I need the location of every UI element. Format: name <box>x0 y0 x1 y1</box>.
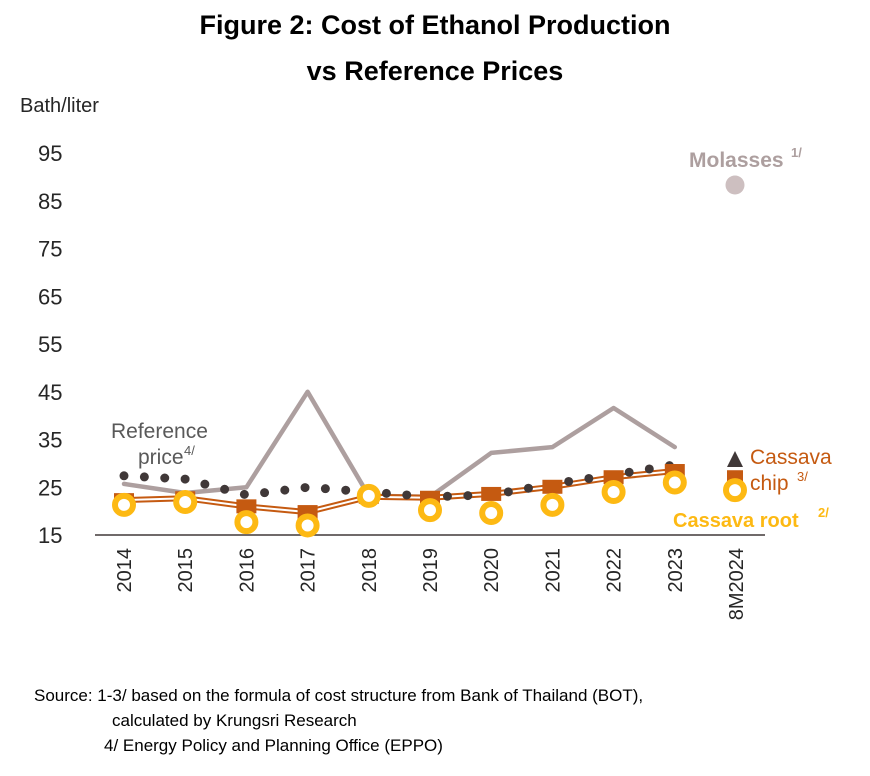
cassava-chip-footnote: 3/ <box>797 469 808 484</box>
chart-plot: 15 25 35 45 55 65 75 85 95 2014 2015 2016 2017 2018 20… <box>38 141 832 620</box>
reference-price-footnote: 4/ <box>184 443 195 458</box>
cassava-root-8m2024-marker <box>723 478 747 503</box>
y-tick-label: 45 <box>38 380 62 405</box>
reference-price-label-line1: Reference <box>111 420 208 443</box>
x-tick-label: 2014 <box>114 548 136 593</box>
cassava-chip-marker <box>236 499 257 514</box>
cassava-chip-line-core <box>123 470 675 514</box>
cassava-root-marker <box>356 483 381 508</box>
x-tick-label: 2020 <box>481 548 503 593</box>
cassava-chip-label-line1: Cassava <box>750 446 832 469</box>
y-tick-label: 65 <box>38 284 62 309</box>
molasses-label: Molasses <box>689 149 784 172</box>
x-tick-label: 2022 <box>604 548 626 593</box>
cassava-chip-marker <box>542 479 563 494</box>
cassava-root-marker <box>418 498 442 523</box>
cassava-chip-label-line2: chip <box>750 472 789 495</box>
y-tick-label: 35 <box>38 428 62 453</box>
molasses-8m2024-marker <box>725 175 745 195</box>
y-tick-label: 95 <box>38 141 62 166</box>
x-tick-label: 2019 <box>420 548 442 593</box>
cassava-root-marker <box>601 480 626 505</box>
chart-title-line2: vs Reference Prices <box>306 56 564 86</box>
x-tick-label: 2016 <box>236 548 258 593</box>
chart-title-line1: Figure 2: Cost of Ethanol Production <box>199 10 671 40</box>
x-tick-label: 2021 <box>542 548 564 593</box>
cassava-root-footnote: 2/ <box>818 505 829 520</box>
y-tick-label: 15 <box>38 523 62 548</box>
y-axis-unit-label: Bath/liter <box>20 95 99 117</box>
y-tick-label: 75 <box>38 237 62 262</box>
x-tick-label: 2023 <box>665 548 687 593</box>
reference-8m2024-marker <box>727 451 743 468</box>
cassava-root-marker <box>662 470 687 495</box>
x-tick-label: 2015 <box>175 548 197 593</box>
cassava-root-marker <box>173 490 198 515</box>
reference-price-label-line2: price <box>138 446 184 469</box>
y-tick-label: 85 <box>38 189 62 214</box>
cassava-root-marker <box>540 492 565 517</box>
x-tick-label: 8M2024 <box>726 548 748 620</box>
cassava-root-marker <box>479 501 504 526</box>
x-tick-label: 2018 <box>359 548 381 593</box>
cassava-chip-marker <box>603 470 624 485</box>
cassava-root-marker <box>234 510 259 535</box>
y-tick-label: 55 <box>38 332 62 357</box>
x-tick-label: 2017 <box>298 548 320 593</box>
cassava-root-marker <box>112 492 136 517</box>
cassava-root-marker <box>295 513 320 538</box>
cassava-chip-marker <box>481 486 502 501</box>
cassava-root-label: Cassava root <box>673 510 799 532</box>
source-line2: calculated by Krungsri Research <box>112 711 357 730</box>
molasses-footnote: 1/ <box>791 145 802 160</box>
source-line1: Source: 1-3/ based on the formula of cos… <box>34 686 644 705</box>
source-line3: 4/ Energy Policy and Planning Office (EP… <box>104 736 443 755</box>
y-tick-label: 25 <box>38 475 62 500</box>
